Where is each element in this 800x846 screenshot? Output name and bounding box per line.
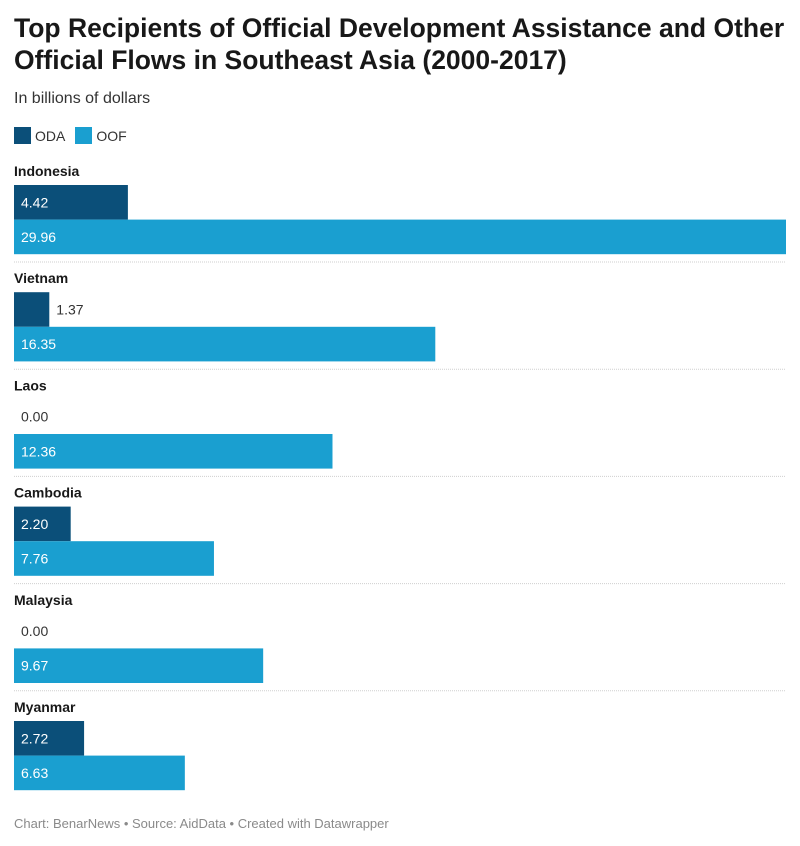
legend-swatch-oof [75, 127, 93, 144]
category-label-malaysia: Malaysia [14, 592, 73, 608]
category-label-laos: Laos [14, 377, 47, 393]
legend: ODA OOF [14, 127, 137, 144]
value-label-oof-cambodia: 7.76 [21, 551, 48, 567]
value-label-oof-malaysia: 9.67 [21, 658, 48, 674]
category-label-indonesia: Indonesia [14, 163, 80, 179]
value-label-oda-myanmar: 2.72 [21, 730, 48, 746]
value-label-oof-vietnam: 16.35 [21, 336, 56, 352]
chart-title: Top Recipients of Official Development A… [14, 13, 785, 75]
value-label-oda-vietnam: 1.37 [56, 302, 83, 318]
bar-oda-cambodia [14, 506, 71, 542]
value-label-oda-indonesia: 4.42 [21, 194, 48, 210]
bar-oda-myanmar [14, 721, 85, 756]
bar-oof-indonesia [14, 219, 786, 255]
legend-label-oof: OOF [96, 127, 127, 144]
category-label-myanmar: Myanmar [14, 699, 76, 715]
category-label-cambodia: Cambodia [14, 485, 82, 501]
bar-oof-malaysia [14, 648, 264, 683]
legend-item-oda: ODA [14, 127, 65, 144]
value-label-oda-cambodia: 2.20 [21, 516, 48, 532]
value-label-oof-indonesia: 29.96 [21, 229, 56, 245]
bar-oof-laos [14, 434, 333, 469]
legend-label-oda: ODA [35, 127, 66, 144]
value-label-oof-laos: 12.36 [21, 443, 56, 459]
value-label-oda-malaysia: 0.00 [21, 623, 48, 639]
bar-oof-cambodia [14, 541, 214, 576]
bar-oof-vietnam [14, 326, 436, 362]
chart-subtitle: In billions of dollars [14, 90, 151, 107]
legend-item-oof: OOF [75, 127, 127, 144]
chart-footer: Chart: BenarNews • Source: AidData • Cre… [14, 816, 389, 831]
bar-oda-vietnam [14, 292, 50, 327]
bar-oda-indonesia [14, 185, 128, 220]
value-label-oda-laos: 0.00 [21, 409, 48, 425]
value-label-oof-myanmar: 6.63 [21, 765, 48, 781]
legend-swatch-oda [14, 127, 31, 144]
category-label-vietnam: Vietnam [14, 270, 68, 286]
bar-oof-myanmar [14, 755, 185, 791]
